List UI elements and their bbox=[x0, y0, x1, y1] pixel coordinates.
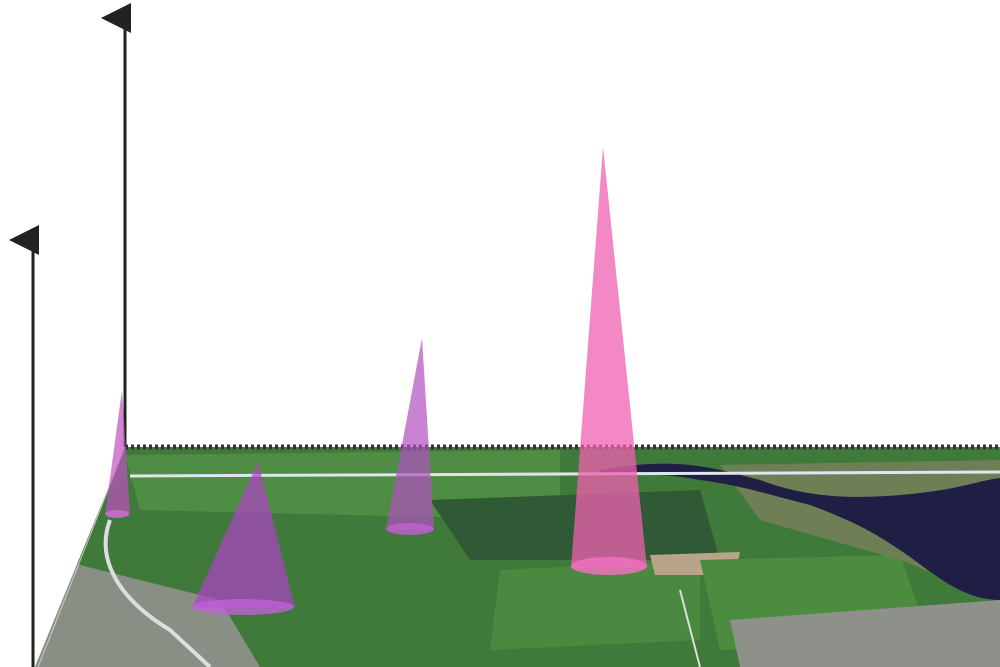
town bbox=[730, 600, 1000, 667]
field bbox=[490, 560, 700, 650]
cone-base bbox=[192, 599, 294, 615]
road bbox=[129, 470, 1000, 478]
cone bbox=[386, 338, 434, 530]
cone bbox=[105, 390, 130, 515]
cones bbox=[105, 147, 647, 615]
cone-base bbox=[571, 557, 647, 575]
cone bbox=[571, 147, 647, 568]
cone-base bbox=[105, 510, 129, 518]
cone-base bbox=[386, 523, 434, 535]
road bbox=[679, 589, 701, 667]
cone bbox=[192, 462, 295, 608]
river bbox=[600, 463, 1000, 600]
road bbox=[103, 519, 212, 667]
satellite-map bbox=[35, 447, 1000, 667]
